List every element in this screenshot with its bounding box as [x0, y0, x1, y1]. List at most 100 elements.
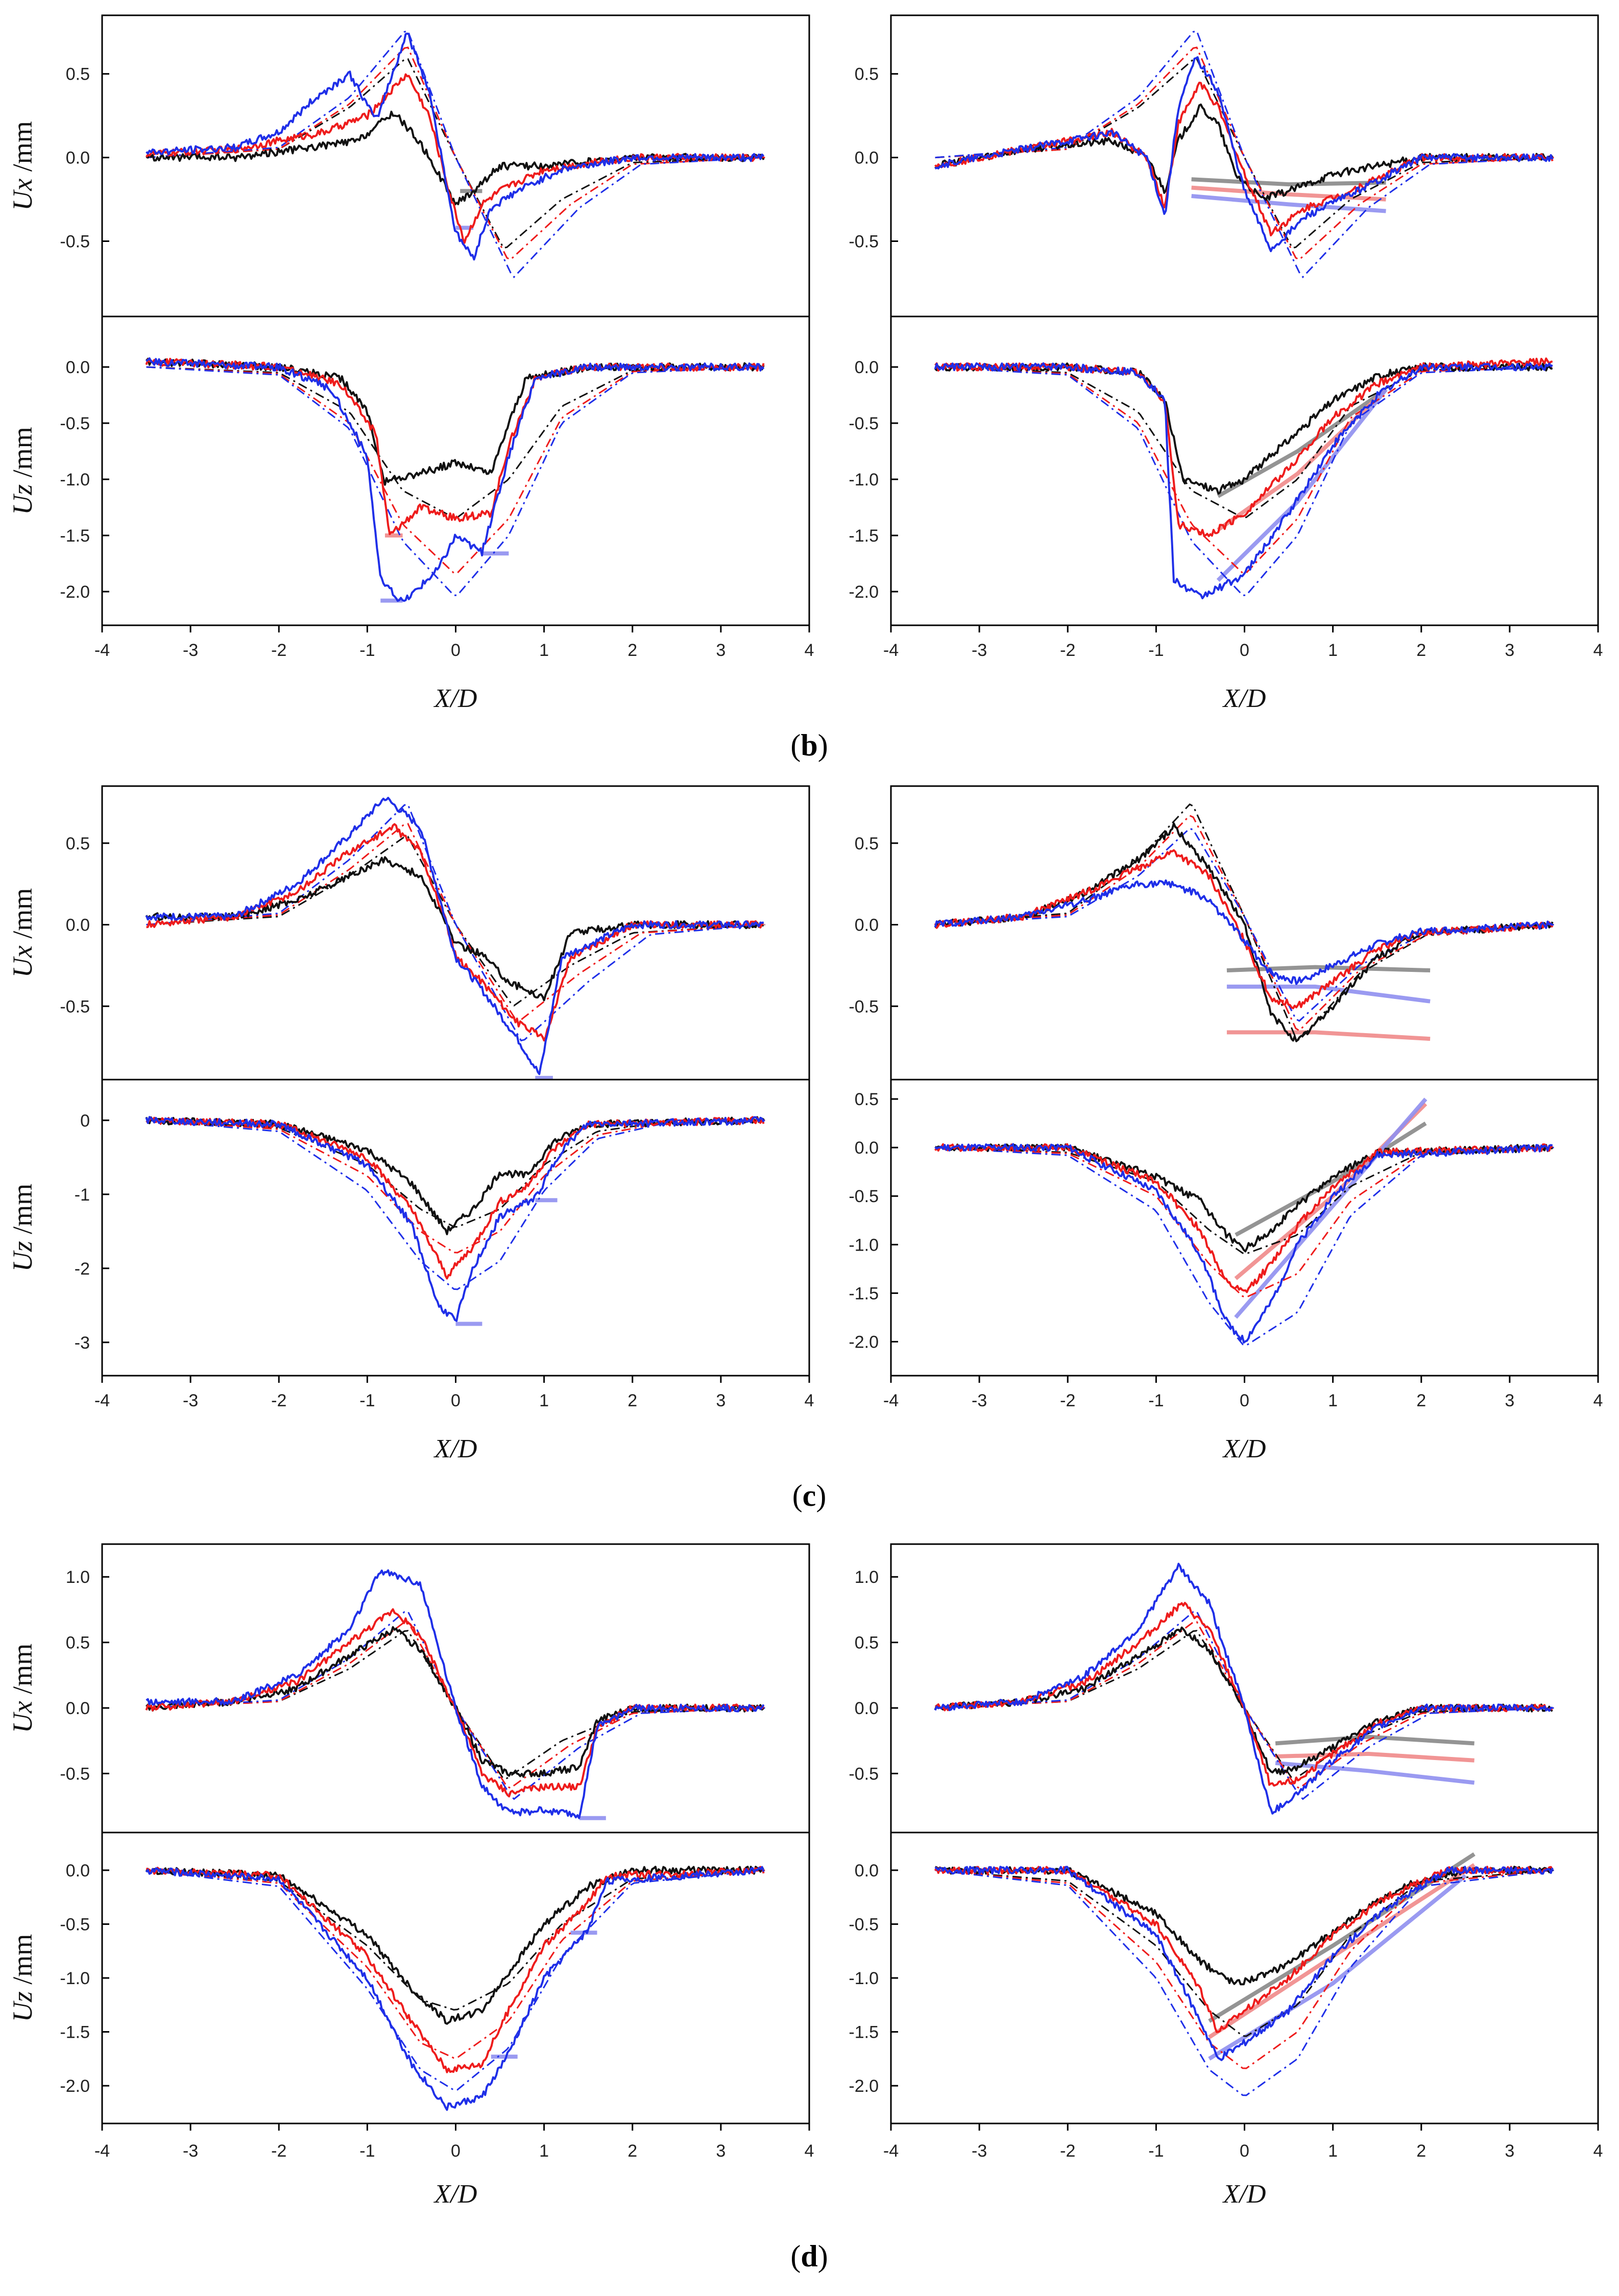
ytick-label: 0.0: [855, 1861, 879, 1880]
d-right-uz-series-group: [934, 1852, 1554, 2096]
xtick-label: 4: [1593, 1391, 1603, 1410]
y-axis-label-ux: Ux /mm: [7, 1644, 38, 1733]
b-right-uz-red-solid-series: [934, 357, 1553, 538]
c-right-uz-blue-dashdot-series: [935, 1146, 1554, 1347]
b-left-ux-blue-solid-series: [146, 32, 765, 261]
d-right-ux-red_fit-fit-series: [1275, 1751, 1475, 1763]
ytick-label: 1.0: [66, 1568, 90, 1587]
b-right-uz-black-solid-series: [934, 362, 1553, 495]
d-left-uz-plot: 0.0 -0.5 -1.0 -1.5 -2.0: [60, 1831, 810, 2124]
ytick-label: 0.0: [855, 916, 879, 935]
xtick-label: 1: [1328, 641, 1338, 660]
ytick-label: -0.5: [849, 1915, 879, 1934]
b-right-ux-gray_fit-fit-series: [1191, 177, 1386, 187]
ytick-label: -3: [75, 1333, 90, 1353]
ytick-label: -2.0: [60, 582, 90, 602]
d-left-uz-red-solid-series: [146, 1866, 765, 2073]
c-right-ux-blue_fit-fit-series: [1226, 984, 1431, 1004]
xtick-label: -3: [972, 1391, 987, 1410]
d-right-uz-black-dashdot-series: [935, 1869, 1554, 2037]
b-left-uz-red-solid-series: [145, 357, 765, 535]
c-left-ux-series-group: [145, 797, 765, 1080]
y-axis-label-ux: Ux /mm: [7, 888, 38, 978]
xtick-label: 4: [805, 1391, 814, 1410]
x-axis-label: X/D: [433, 1434, 477, 1463]
d-left-ux-blue-solid-series: [146, 1569, 765, 1819]
d-right-uz-black-solid-series: [935, 1866, 1554, 1986]
b-right-uz-blue_fit-fit-series: [1216, 388, 1388, 582]
b-right-uz-blue-solid-series: [934, 362, 1553, 600]
d-right-ux-blue_fit-fit-series: [1275, 1761, 1475, 1785]
ytick-label: -1.0: [849, 1235, 879, 1255]
d-right-uz-blue-solid-series: [934, 1866, 1554, 2061]
d-right-ux-plot: 1.0 0.5 0.0 -0.5: [849, 1543, 1599, 1834]
x-axis-label: X/D: [1222, 684, 1266, 713]
xtick-label: -3: [972, 641, 987, 660]
c-left-uz-black-dashdot-series: [146, 1119, 765, 1228]
xtick-label: -1: [1148, 641, 1164, 660]
c-right-ux-series-group: [934, 803, 1554, 1042]
ytick-label: -1.5: [60, 2023, 90, 2042]
b-left-uz-blue-solid-series: [146, 357, 765, 602]
c-right-uz-blue-solid-series: [934, 1143, 1553, 1344]
b-right-ux-series-group: [934, 30, 1554, 279]
c-left-uz-red-dashdot-series: [146, 1119, 765, 1254]
b-right-ux-plot: 0.5 0.0 -0.5: [849, 14, 1599, 317]
b-right-uz-red-dashdot-series: [935, 366, 1554, 574]
xtick-label: 1: [1328, 1391, 1338, 1410]
ytick-label: -2.0: [849, 1332, 879, 1352]
b-left-ux-black-dashdot-series: [146, 58, 765, 249]
d-right-ux-frame: [890, 1543, 1599, 1834]
xtick-label: -2: [271, 2141, 286, 2161]
b-left-uz-red-dashdot-series: [146, 366, 765, 574]
b-left-ux-frame: [101, 14, 810, 317]
xtick-label: -1: [359, 2141, 375, 2161]
xtick-label: -2: [1060, 1391, 1075, 1410]
d-right-uz-red-dashdot-series: [935, 1869, 1554, 2069]
b-right-uz-gray_fit-fit-series: [1217, 387, 1387, 498]
xtick-label: -4: [883, 1391, 899, 1410]
xtick-label: 2: [627, 2141, 637, 2161]
xtick-label: 2: [1416, 1391, 1426, 1410]
xtick-label: -3: [972, 2141, 987, 2161]
xtick-label: 0: [451, 2141, 461, 2161]
xtick-label: -1: [1148, 1391, 1164, 1410]
c-left-uz-series-group: [145, 1116, 765, 1326]
c-left-uz-blue-solid-series: [145, 1116, 765, 1322]
ytick-label: -1.0: [849, 1969, 879, 1988]
xtick-label: 3: [1505, 1391, 1514, 1410]
d-left-uz-red-dashdot-series: [146, 1869, 765, 2059]
ytick-label: 0.0: [66, 149, 90, 168]
b-right-uz-series-group: [934, 357, 1554, 600]
ytick-label: -1.5: [849, 526, 879, 546]
xtick-label: 3: [716, 2141, 726, 2161]
d-right-ux-blue-solid-series: [934, 1562, 1553, 1815]
xtick-label: -1: [1148, 2141, 1164, 2161]
c-right-uz-plot: 0.5 0.0 -0.5 -1.0 -1.5 -2.0: [849, 1079, 1599, 1377]
ytick-label: -1: [75, 1185, 90, 1205]
xtick-label: -4: [94, 1391, 110, 1410]
d-left-uz-blue-solid-series: [146, 1866, 765, 2111]
xtick-label: 2: [627, 641, 637, 660]
ytick-label: 0.5: [66, 65, 90, 84]
y-axis-label-ux: Ux /mm: [7, 121, 38, 210]
b-left-uz-black-solid-series: [146, 357, 765, 486]
c-left-uz-plot: 0 -1 -2 -3: [75, 1079, 810, 1377]
c-right-uz-series-group: [934, 1097, 1554, 1347]
d-left-uz-series-group: [145, 1866, 765, 2111]
ytick-label: -0.5: [60, 1764, 90, 1784]
b-left-uz-plot: 0.0 -0.5 -1.0 -1.5 -2.0: [60, 315, 810, 626]
ytick-label: 0.0: [855, 358, 879, 377]
b-right-ux-red-dashdot-series: [935, 46, 1554, 261]
ytick-label: -0.5: [60, 232, 90, 252]
y-axis-label-uz: Uz /mm: [7, 1184, 38, 1272]
xtick-label: 0: [451, 1391, 461, 1410]
ytick-label: 0.0: [66, 1861, 90, 1880]
xtick-label: 1: [539, 2141, 549, 2161]
d-right-ux-blue-dashdot-series: [935, 1610, 1554, 1800]
b-right-uz-black-dashdot-series: [935, 366, 1554, 519]
ytick-label: -0.5: [849, 1187, 879, 1206]
xtick-label: -2: [1060, 641, 1075, 660]
d-right-ux-series-group: [934, 1562, 1554, 1815]
ytick-label: 0.0: [855, 1138, 879, 1158]
